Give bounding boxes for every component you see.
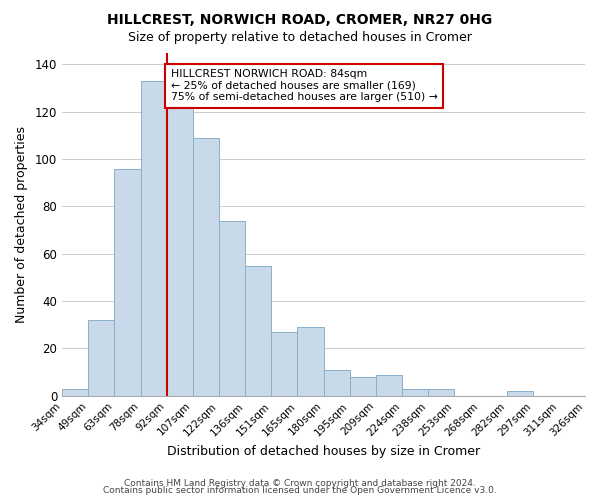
Bar <box>219 220 245 396</box>
Bar <box>323 370 350 396</box>
Bar <box>62 388 88 396</box>
Bar <box>167 81 193 396</box>
Bar <box>115 168 140 396</box>
Bar <box>350 377 376 396</box>
Text: Contains public sector information licensed under the Open Government Licence v3: Contains public sector information licen… <box>103 486 497 495</box>
Bar <box>140 81 167 396</box>
Text: Contains HM Land Registry data © Crown copyright and database right 2024.: Contains HM Land Registry data © Crown c… <box>124 478 476 488</box>
Text: HILLCREST, NORWICH ROAD, CROMER, NR27 0HG: HILLCREST, NORWICH ROAD, CROMER, NR27 0H… <box>107 12 493 26</box>
Text: HILLCREST NORWICH ROAD: 84sqm
← 25% of detached houses are smaller (169)
75% of : HILLCREST NORWICH ROAD: 84sqm ← 25% of d… <box>170 69 437 102</box>
Text: Size of property relative to detached houses in Cromer: Size of property relative to detached ho… <box>128 31 472 44</box>
Y-axis label: Number of detached properties: Number of detached properties <box>15 126 28 322</box>
X-axis label: Distribution of detached houses by size in Cromer: Distribution of detached houses by size … <box>167 444 480 458</box>
Bar <box>298 327 323 396</box>
Bar <box>428 388 454 396</box>
Bar <box>245 266 271 396</box>
Bar <box>193 138 219 396</box>
Bar <box>376 374 402 396</box>
Bar <box>271 332 298 396</box>
Bar <box>88 320 115 396</box>
Bar <box>506 391 533 396</box>
Bar <box>402 388 428 396</box>
